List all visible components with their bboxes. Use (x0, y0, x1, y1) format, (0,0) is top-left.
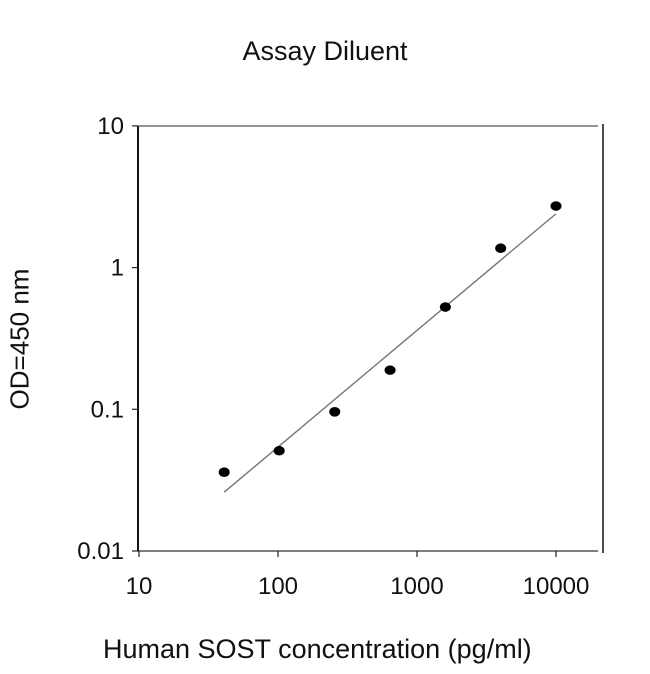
x-axis-ticks: 10 100 1000 10000 (126, 551, 590, 600)
y-tick-label: 1 (111, 255, 124, 282)
data-points (218, 201, 562, 477)
fit-line (223, 213, 557, 493)
data-point (439, 302, 451, 312)
data-point (329, 407, 341, 417)
y-tick-label: 0.01 (77, 538, 124, 565)
y-tick-label: 10 (97, 113, 124, 140)
x-tick-label: 10 (126, 573, 153, 600)
x-tick-label: 1000 (390, 573, 443, 600)
chart-title: Assay Diluent (242, 36, 408, 66)
x-tick-label: 10000 (523, 573, 590, 600)
data-point (495, 243, 507, 254)
data-point (218, 467, 230, 477)
x-tick-label: 100 (258, 573, 298, 600)
plot-frame (137, 124, 604, 553)
y-tick-label: 0.1 (91, 396, 124, 423)
regression-line (223, 213, 557, 493)
data-point (273, 445, 285, 456)
x-axis-label: Human SOST concentration (pg/ml) (103, 634, 532, 664)
y-axis-ticks: 0.01 0.1 1 10 (77, 113, 138, 565)
data-point (384, 365, 396, 375)
data-point (550, 201, 562, 211)
